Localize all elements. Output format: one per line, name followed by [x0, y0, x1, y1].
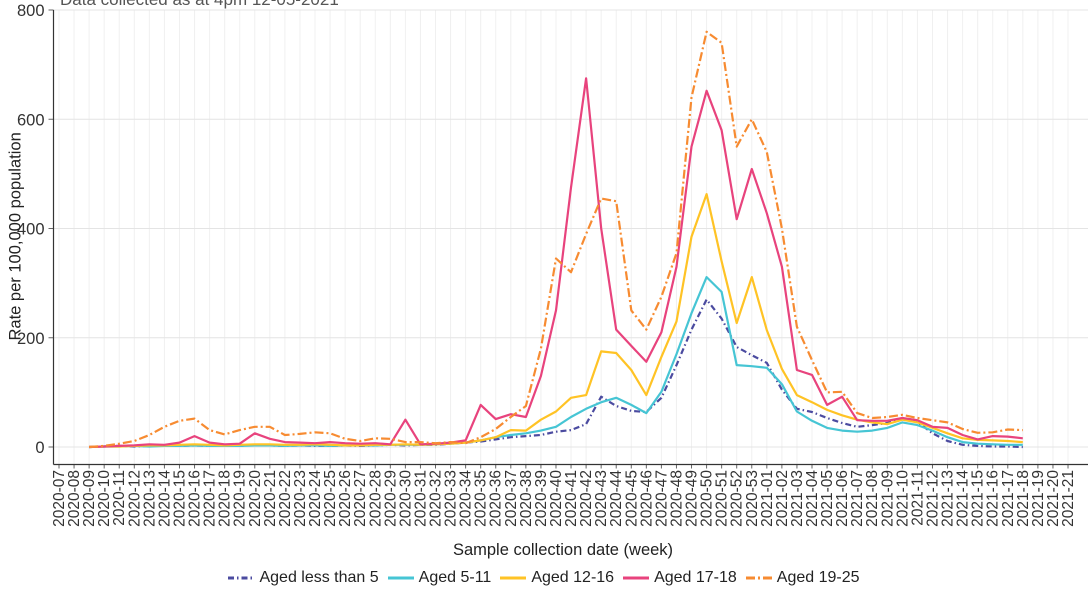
x-tick-label: 2020-10 [96, 470, 113, 527]
x-tick-label: 2020-48 [668, 470, 685, 527]
x-tick-label: 2021-20 [1045, 470, 1062, 527]
x-tick-label: 2020-31 [412, 470, 429, 527]
x-tick-label: 2021-08 [864, 470, 881, 527]
legend-item-aged-5-11[interactable]: Aged 5-11 [387, 569, 492, 587]
y-tick-label: 0 [35, 439, 44, 457]
x-tick-label: 2020-14 [156, 470, 173, 527]
x-tick-label: 2021-13 [940, 470, 957, 527]
x-tick-label: 2020-52 [729, 470, 746, 527]
x-tick-label: 2021-05 [819, 470, 836, 527]
legend-swatch [500, 576, 527, 580]
legend-label: Aged 5-11 [418, 569, 492, 586]
x-tick-label: 2020-24 [307, 470, 324, 527]
x-tick-label: 2020-17 [202, 470, 219, 527]
x-tick-label: 2021-15 [970, 470, 987, 527]
x-tick-label: 2021-21 [1060, 470, 1077, 527]
x-tick-label: 2020-20 [247, 470, 264, 527]
x-tick-label: 2020-46 [638, 470, 655, 527]
series-line-aged-17-18 [89, 77, 1023, 449]
x-axis-title: Sample collection date (week) [452, 541, 674, 559]
x-tick-label: 2021-09 [879, 470, 896, 527]
series-line-aged-19-25 [89, 30, 1023, 449]
x-tick-label: 2020-28 [367, 470, 384, 527]
x-tick-label: 2021-04 [804, 470, 821, 527]
x-tick-label: 2020-13 [141, 470, 158, 527]
x-tick-label: 2021-14 [955, 470, 972, 527]
x-tick-label: 2020-38 [518, 470, 535, 527]
x-tick-label: 2020-33 [443, 470, 460, 527]
x-tick-label: 2020-22 [277, 470, 294, 527]
x-tick-label: 2020-08 [66, 470, 83, 527]
x-tick-label: 2020-51 [714, 470, 731, 527]
y-tick-label: 400 [17, 221, 45, 239]
legend: Aged less than 5 Aged 5-11 Aged 12-16 Aged … [0, 569, 1088, 587]
legend-label: Aged 17-18 [654, 569, 737, 586]
legend-label: Aged 19-25 [776, 569, 860, 586]
x-tick-label: 2020-25 [322, 470, 339, 527]
x-tick-label: 2020-11 [111, 470, 128, 526]
x-tick-label: 2021-07 [849, 470, 866, 527]
x-tick-label: 2020-35 [473, 470, 490, 527]
x-tick-label: 2020-21 [262, 470, 279, 527]
x-tick-label: 2020-18 [217, 470, 234, 527]
legend-item-aged-19-25[interactable]: Aged 19-25 [745, 569, 860, 587]
x-tick-label: 2020-39 [533, 470, 550, 527]
legend-label: Aged less than 5 [259, 569, 379, 586]
x-tick-label: 2021-01 [759, 470, 776, 527]
x-tick-label: 2020-44 [608, 470, 625, 527]
legend-label: Aged 12-16 [531, 569, 615, 586]
x-tick-label: 2021-02 [774, 470, 791, 527]
x-tick-label: 2021-17 [1000, 470, 1017, 527]
legend-swatch [387, 576, 414, 580]
x-tick-label: 2020-16 [187, 470, 204, 527]
x-tick-label: 2021-11 [909, 470, 926, 526]
y-tick-label: 200 [17, 330, 45, 348]
x-tick-label: 2020-30 [397, 470, 414, 527]
x-tick-label: 2020-34 [458, 470, 475, 527]
x-tick-label: 2020-43 [593, 470, 610, 527]
legend-item-aged-12-16[interactable]: Aged 12-16 [500, 569, 614, 587]
legend-swatch [623, 576, 650, 580]
legend-swatch [228, 576, 255, 580]
x-tick-label: 2020-47 [653, 470, 670, 527]
x-tick-label: 2020-42 [578, 470, 595, 527]
x-tick-label: 2020-12 [126, 470, 143, 527]
y-tick-label: 600 [17, 111, 45, 129]
x-tick-label: 2021-03 [789, 470, 806, 527]
x-tick-label: 2020-53 [744, 470, 761, 527]
legend-swatch [745, 576, 772, 580]
x-tick-label: 2021-18 [1015, 470, 1032, 527]
x-tick-label: 2020-29 [382, 470, 399, 527]
x-tick-label: 2021-10 [894, 470, 911, 527]
x-tick-label: 2020-09 [81, 470, 98, 527]
x-tick-label: 2020-40 [548, 470, 565, 527]
x-tick-label: 2020-07 [51, 470, 68, 527]
x-tick-label: 2021-06 [834, 470, 851, 527]
x-tick-label: 2020-36 [488, 470, 505, 527]
legend-item-aged-17-18[interactable]: Aged 17-18 [623, 569, 737, 587]
y-tick-label: 800 [17, 2, 45, 20]
y-axis-title: Rate per 100,000 population [6, 132, 25, 341]
legend-item-aged-less-than-5[interactable]: Aged less than 5 [228, 569, 379, 587]
x-tick-label: 2021-12 [924, 470, 941, 527]
x-tick-label: 2020-15 [171, 470, 188, 527]
x-tick-label: 2020-50 [699, 470, 716, 527]
x-tick-label: 2020-49 [684, 470, 701, 527]
x-tick-label: 2020-19 [232, 470, 249, 527]
x-tick-label: 2021-16 [985, 470, 1002, 527]
x-tick-label: 2020-23 [292, 470, 309, 527]
x-tick-label: 2021-19 [1030, 470, 1047, 527]
x-tick-label: 2020-26 [337, 470, 354, 527]
x-tick-label: 2020-32 [428, 470, 445, 527]
x-tick-label: 2020-45 [623, 470, 640, 527]
x-tick-label: 2020-27 [352, 470, 369, 527]
x-tick-label: 2020-41 [563, 470, 580, 527]
x-tick-label: 2020-37 [503, 470, 520, 527]
collection-date-annotation: Data collected as at 4pm 12-05-2021 [60, 0, 339, 9]
